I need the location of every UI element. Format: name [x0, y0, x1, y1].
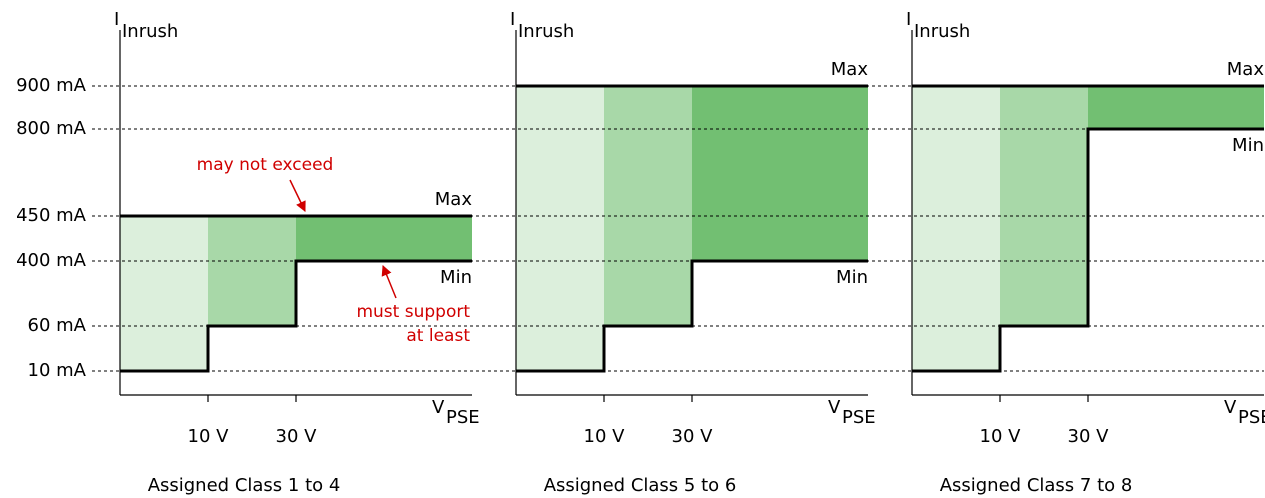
y-tick-label: 10 mA — [28, 360, 87, 381]
axis-symbol: I — [510, 9, 515, 30]
axis-symbol: V — [432, 397, 445, 418]
annotation: at least — [406, 326, 470, 346]
x-tick-label: 30 V — [672, 426, 714, 447]
region — [912, 86, 1000, 371]
min-line — [516, 259, 868, 373]
panel-title: Assigned Class 7 to 8 — [940, 475, 1133, 496]
region — [120, 216, 208, 371]
labels: 900 mA 800 mA 450 mA 400 mA 60 mA 10 mA Max Min… — [16, 9, 1265, 496]
arrow — [289, 179, 306, 212]
panel-title: Assigned Class 1 to 4 — [148, 475, 341, 496]
fills — [120, 86, 1264, 371]
max-label: Max — [435, 189, 473, 210]
axis-symbol: V — [828, 397, 841, 418]
y-tick-label: 60 mA — [28, 315, 87, 336]
x-tick-label: 30 V — [1068, 426, 1110, 447]
region — [692, 86, 868, 261]
x-tick-label: 10 V — [584, 426, 626, 447]
axis-subscript: Inrush — [518, 21, 574, 42]
x-tick-label: 10 V — [980, 426, 1022, 447]
axis-subscript: PSE — [446, 407, 480, 428]
axis-subscript: Inrush — [122, 21, 178, 42]
region — [604, 86, 692, 326]
axis-symbol: I — [906, 9, 911, 30]
min-label: Min — [440, 267, 472, 288]
axis-symbol: I — [114, 9, 119, 30]
y-tick-label: 400 mA — [16, 250, 87, 271]
y-tick-label: 900 mA — [16, 75, 87, 96]
annotation: must support — [356, 302, 470, 322]
annotation: may not exceed — [197, 155, 334, 175]
x-tick-label: 30 V — [276, 426, 318, 447]
min-line — [120, 259, 472, 373]
y-tick-label: 450 mA — [16, 205, 87, 226]
min-label: Min — [1232, 135, 1264, 156]
x-tick-label: 10 V — [188, 426, 230, 447]
axis-symbol: V — [1224, 397, 1237, 418]
min-label: Min — [836, 267, 868, 288]
axis-subscript: PSE — [1238, 407, 1265, 428]
region — [516, 86, 604, 371]
region — [1088, 86, 1264, 129]
min-line — [912, 127, 1264, 373]
lines — [119, 30, 1264, 402]
max-label: Max — [831, 59, 869, 80]
panel-title: Assigned Class 5 to 6 — [544, 475, 737, 496]
region — [208, 216, 296, 326]
axis-subscript: PSE — [842, 407, 876, 428]
region — [296, 216, 472, 261]
y-tick-label: 800 mA — [16, 118, 87, 139]
axis-subscript: Inrush — [914, 21, 970, 42]
max-label: Max — [1227, 59, 1265, 80]
arrow — [381, 265, 397, 299]
region — [1000, 86, 1088, 326]
